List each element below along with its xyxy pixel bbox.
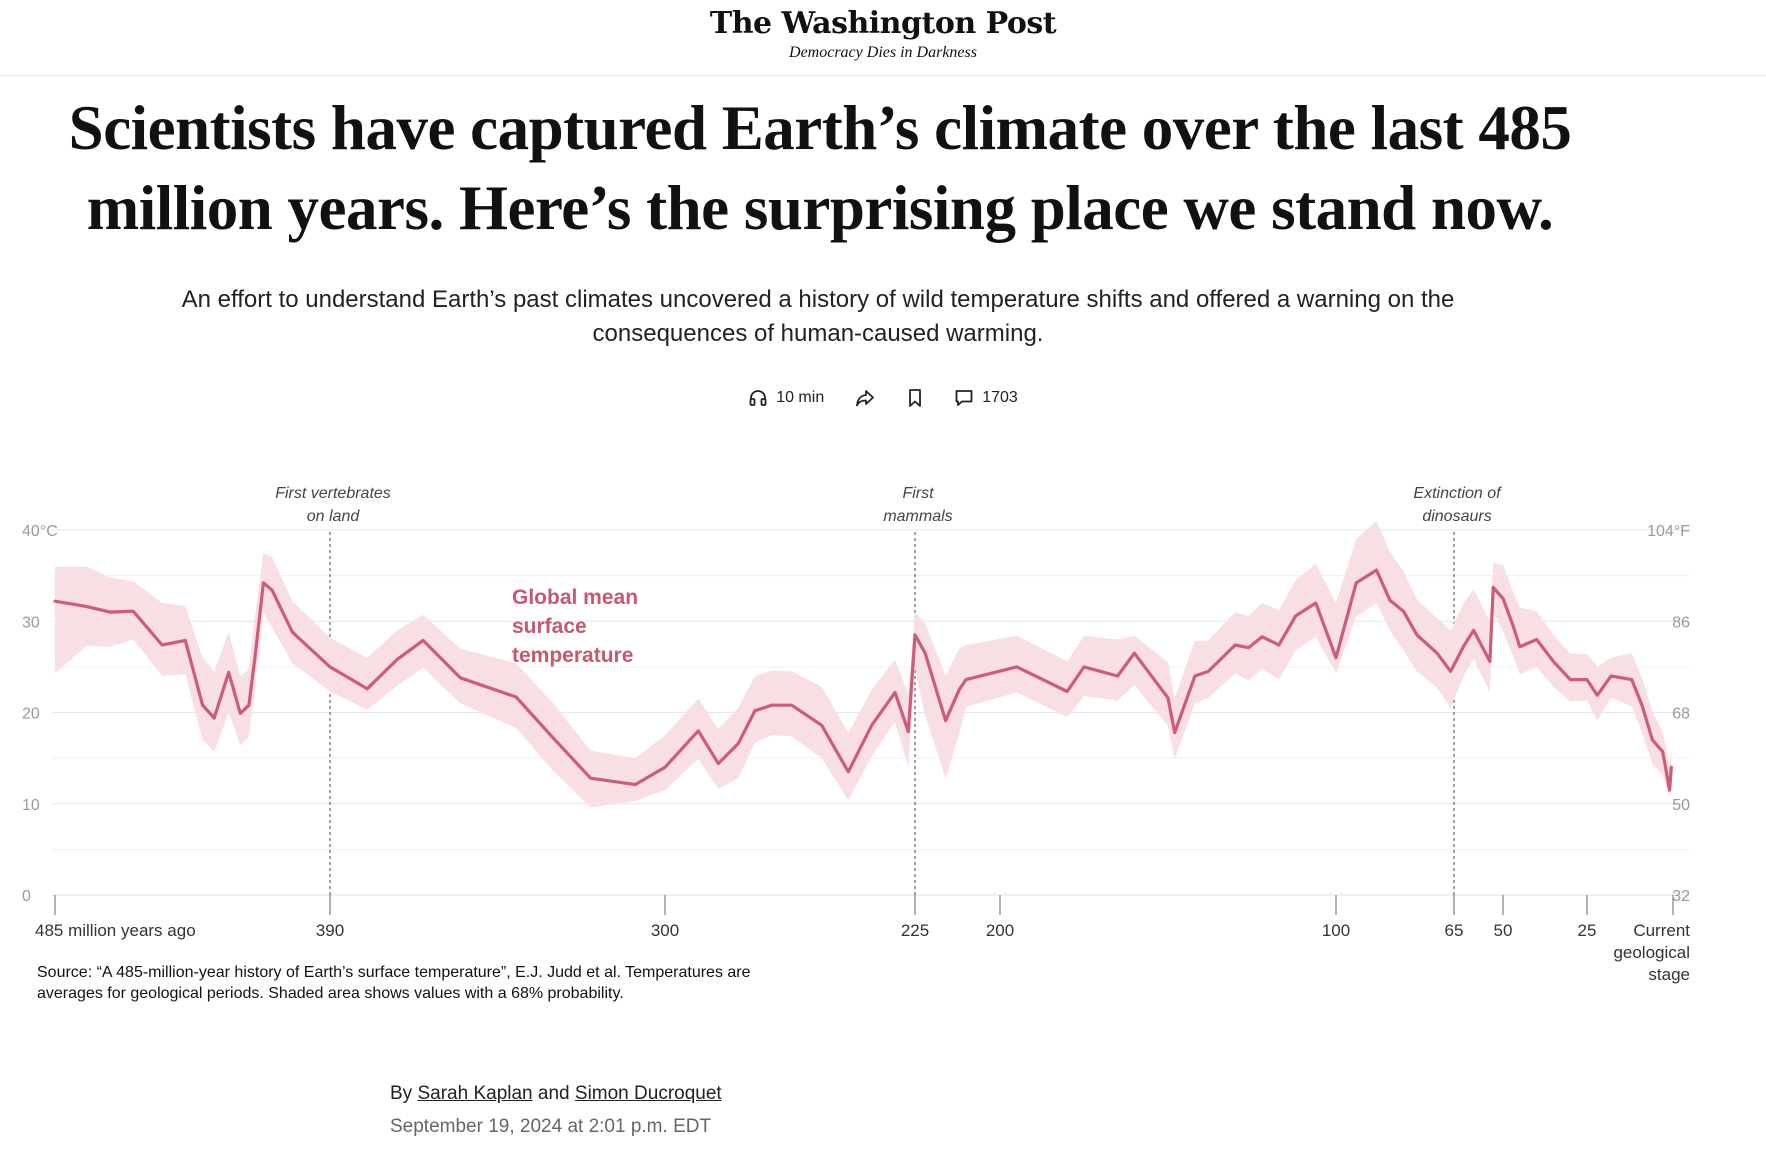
y-tick-label-right: 50 [1672,797,1690,814]
y-tick-label-right: 68 [1672,706,1690,723]
comments-button[interactable]: 1703 [954,388,1018,408]
site-logo[interactable]: The Washington Post [709,6,1057,41]
x-tick-label: 300 [651,921,679,940]
y-tick-label-left: 20 [22,706,40,723]
masthead: The Washington Post Democracy Dies in Da… [0,0,1766,76]
comments-count: 1703 [982,389,1018,406]
y-tick-label-right: 104°F [1647,523,1690,540]
x-tick-label: 25 [1578,921,1597,940]
save-button[interactable] [906,388,924,408]
byline-and: and [537,1083,570,1104]
series-label: temperature [512,644,633,667]
y-tick-label-left: 40°C [22,523,58,540]
annotation-label: Extinction of [1413,485,1502,502]
byline: By Sarah Kaplan and Simon Ducroquet [390,1083,722,1105]
publish-date: September 19, 2024 at 2:01 p.m. EDT [390,1116,712,1137]
x-tick-label: Current [1633,921,1690,940]
article-dek: An effort to understand Earth’s past cli… [181,286,1455,347]
annotation-label: dinosaurs [1422,508,1491,525]
y-tick-label-right: 86 [1672,614,1690,631]
share-button[interactable] [854,388,876,408]
x-tick-label: 200 [986,921,1014,940]
author-link-sarah-kaplan[interactable]: Sarah Kaplan [417,1083,533,1104]
series-label: Global mean [512,586,638,609]
x-tick-label: geological [1613,943,1690,962]
article-toolbar: 10 min 1703 [0,388,1766,408]
temperature-line [53,568,1673,792]
comment-icon [954,388,974,408]
listen-duration: 10 min [776,389,825,406]
x-tick-label: 390 [316,921,344,940]
x-tick-label: 65 [1445,921,1464,940]
share-icon [854,388,876,408]
chart-source-note: Source: “A 485-million-year history of E… [37,964,751,1002]
listen-button[interactable]: 10 min [748,388,824,408]
x-tick-label: stage [1648,965,1690,984]
confidence-band [55,520,1672,808]
bookmark-icon [906,388,924,408]
annotation-label: on land [307,508,361,525]
y-tick-label-right: 32 [1672,888,1690,905]
annotation-label: mammals [883,508,952,525]
y-tick-label-left: 0 [22,888,31,905]
author-link-simon-ducroquet[interactable]: Simon Ducroquet [574,1083,722,1104]
x-tick-label: 50 [1494,921,1513,940]
x-tick-label: 100 [1322,921,1350,940]
site-tagline: Democracy Dies in Darkness [789,44,977,61]
y-tick-label-left: 30 [22,614,40,631]
x-tick-label: 225 [901,921,929,940]
chart-canvas: 40°C 104°F 30 86 20 68 10 50 0 32 First vertebrate… [22,485,1690,984]
x-tick-label: 485 million years ago [35,921,196,940]
series-label: surface [512,615,587,638]
annotation-label: First vertebrates [275,485,391,502]
y-tick-label-left: 10 [22,797,40,814]
byline-prefix: By [390,1083,413,1104]
article-headline: Scientists have captured Earth’s climate… [68,93,1572,243]
headphones-icon [748,388,768,408]
annotation-label: First [902,485,934,502]
temperature-chart: 40°C 104°F 30 86 20 68 10 50 0 32 First vertebrate… [0,470,1766,990]
